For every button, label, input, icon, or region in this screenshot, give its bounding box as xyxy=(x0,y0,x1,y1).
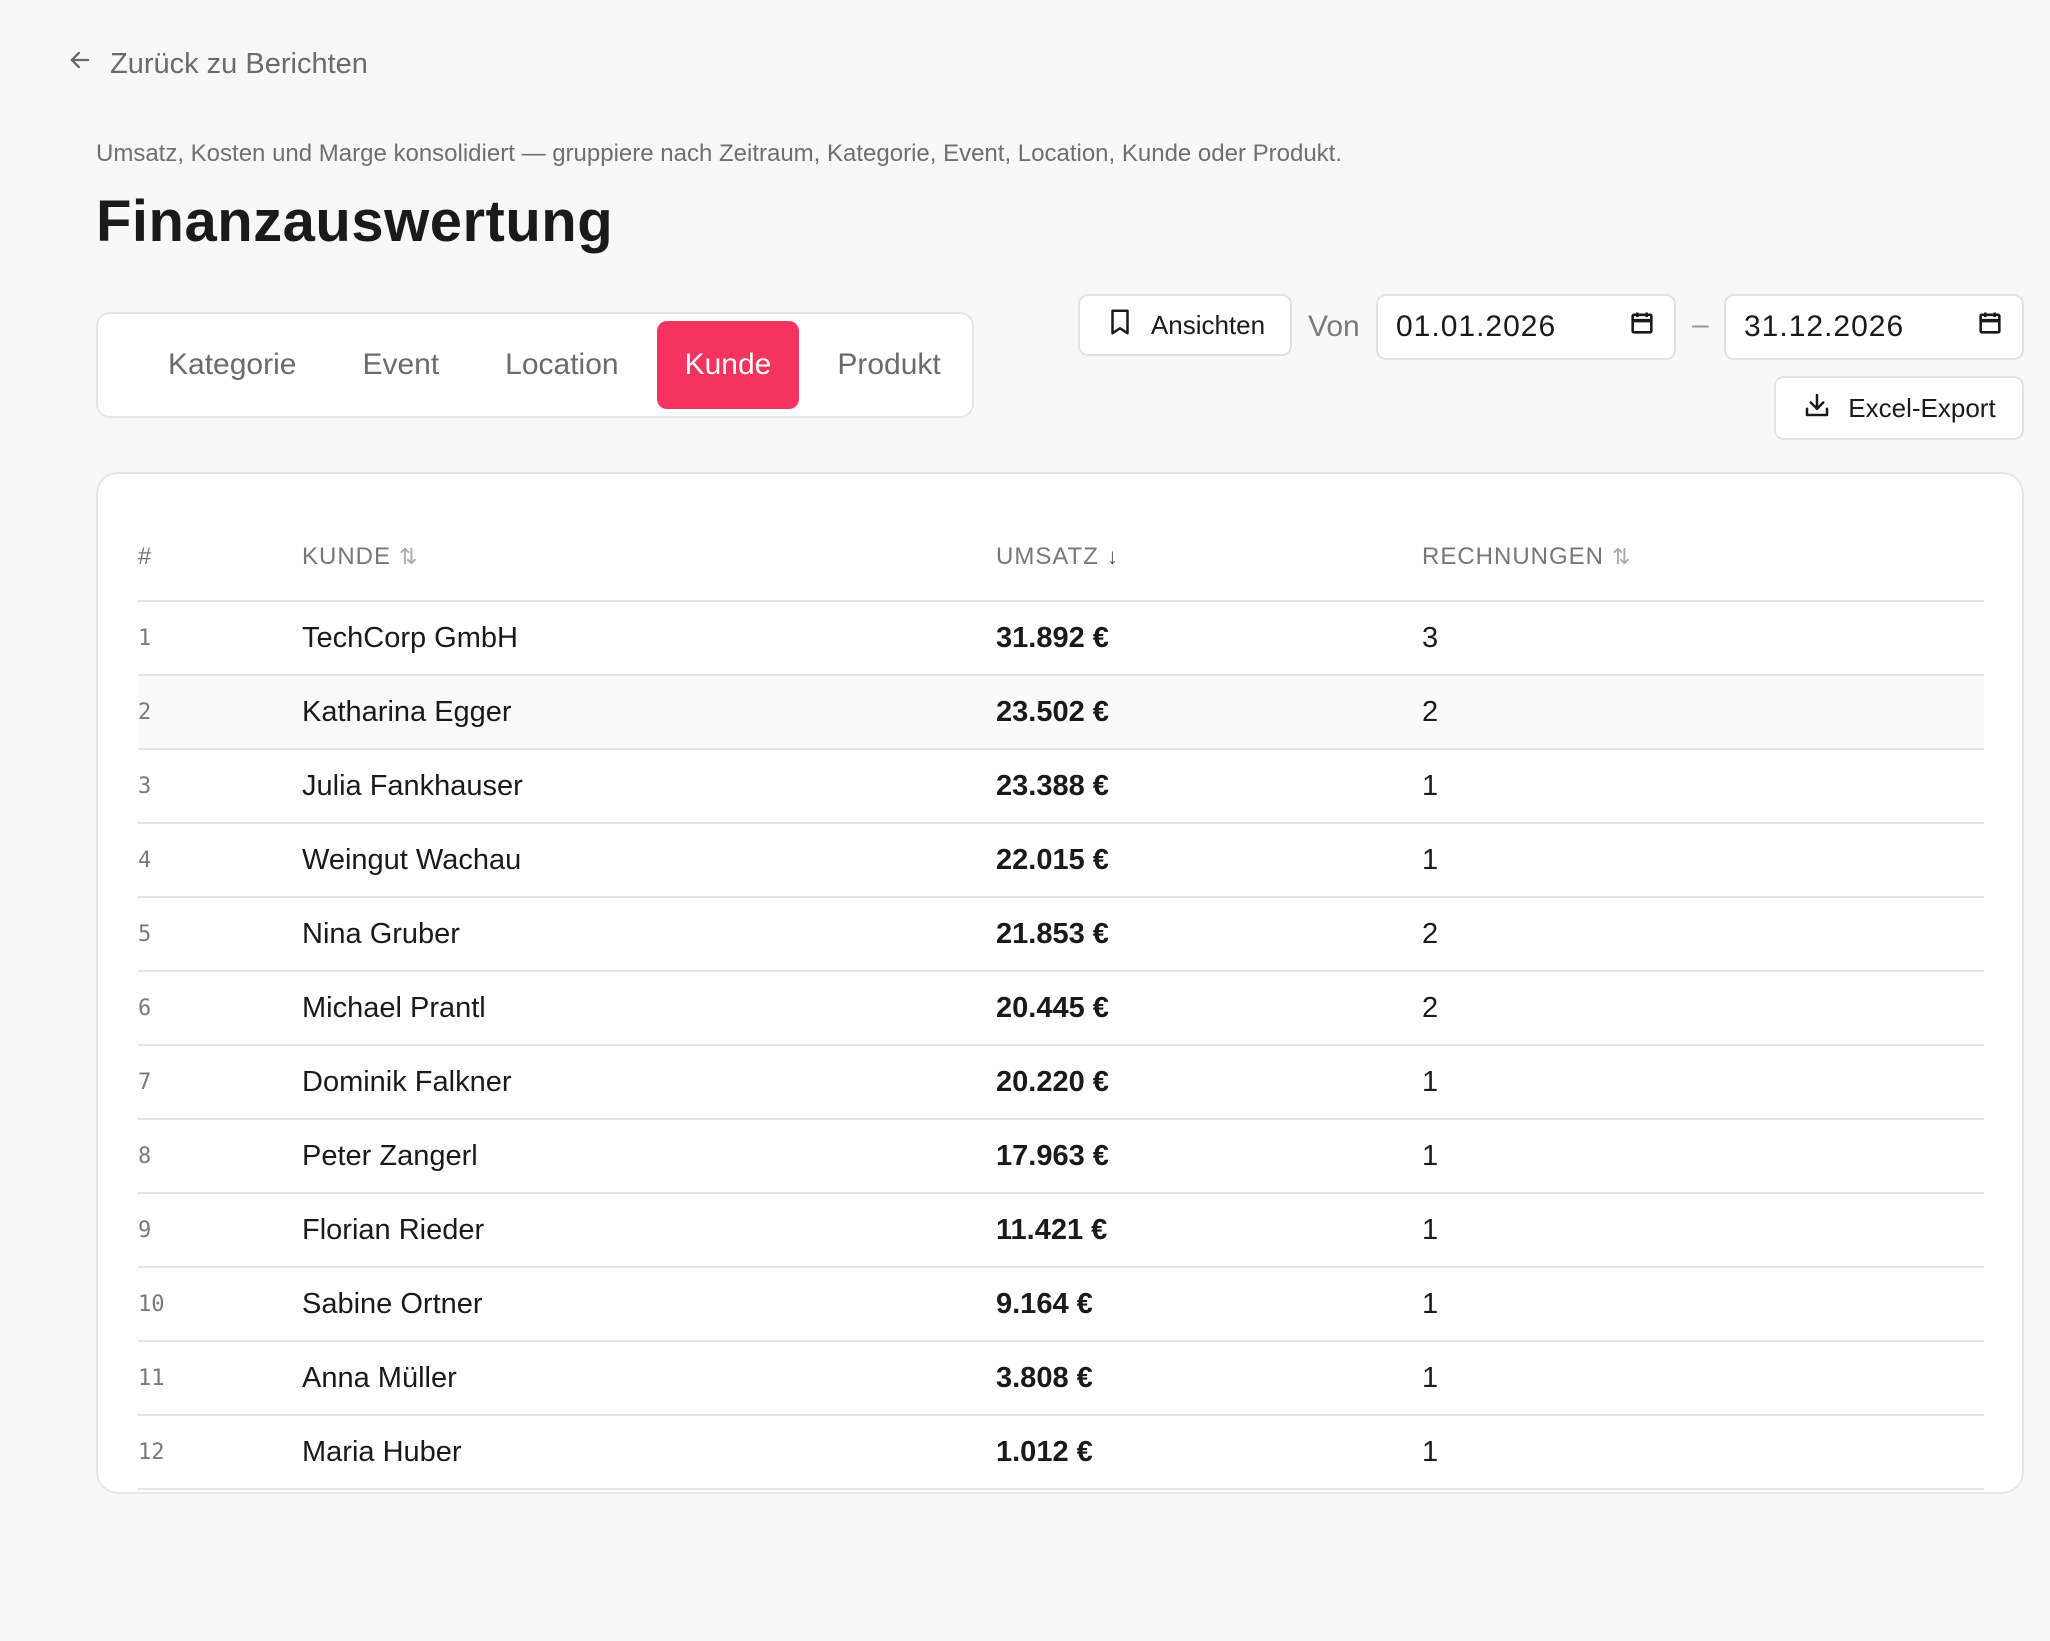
date-range-separator: – xyxy=(1692,308,1709,341)
date-from-input[interactable]: 01.01.2026 xyxy=(1376,294,1676,360)
sort-both-icon: ⇅ xyxy=(1612,544,1632,569)
invoice-count: 3 xyxy=(1422,601,1984,676)
customer-name: TechCorp GmbH xyxy=(302,601,996,676)
page-subtitle: Umsatz, Kosten und Marge konsolidiert — … xyxy=(96,140,1343,167)
tab-event[interactable]: Event xyxy=(362,348,440,381)
tab-kunde[interactable]: Kunde xyxy=(656,321,800,409)
row-number: 2 xyxy=(138,675,302,750)
revenue-value: 20.445 € xyxy=(996,971,1422,1046)
invoice-count: 1 xyxy=(1422,1341,1984,1416)
arrow-left-icon xyxy=(66,46,94,82)
table-row: 1 TechCorp GmbH 31.892 € 3 xyxy=(138,601,1984,676)
tab-produkt[interactable]: Produkt xyxy=(837,348,941,381)
revenue-value: 1.012 € xyxy=(996,1415,1422,1490)
tab-kategorie[interactable]: Kategorie xyxy=(168,348,297,381)
customer-name: Weingut Wachau xyxy=(302,823,996,898)
excel-export-label: Excel-Export xyxy=(1848,392,1996,423)
results-table: # KUNDE ⇅ UMSATZ ↓ RECHNUNGEN ⇅ 1 TechCorp … xyxy=(138,514,1984,1490)
views-button[interactable]: Ansichten xyxy=(1078,294,1292,356)
column-header-umsatz[interactable]: UMSATZ ↓ xyxy=(996,514,1422,602)
revenue-value: 23.502 € xyxy=(996,675,1422,750)
invoice-count: 1 xyxy=(1422,1267,1984,1342)
table-row: 11 Anna Müller 3.808 € 1 xyxy=(138,1341,1984,1416)
invoice-count: 1 xyxy=(1422,1119,1984,1194)
row-number: 10 xyxy=(138,1267,302,1342)
back-link-label: Zurück zu Berichten xyxy=(110,47,368,80)
row-number: 11 xyxy=(138,1341,302,1416)
invoice-count: 1 xyxy=(1422,1415,1984,1490)
revenue-value: 20.220 € xyxy=(996,1045,1422,1120)
table-header-row: # KUNDE ⇅ UMSATZ ↓ RECHNUNGEN ⇅ xyxy=(138,514,1984,602)
revenue-value: 31.892 € xyxy=(996,601,1422,676)
table-row: 6 Michael Prantl 20.445 € 2 xyxy=(138,971,1984,1046)
bookmark-icon xyxy=(1105,307,1135,344)
customer-name: Nina Gruber xyxy=(302,897,996,972)
column-header-kunde[interactable]: KUNDE ⇅ xyxy=(302,514,996,602)
table-row: 3 Julia Fankhauser 23.388 € 1 xyxy=(138,749,1984,824)
invoice-count: 2 xyxy=(1422,971,1984,1046)
invoice-count: 1 xyxy=(1422,1193,1984,1268)
column-header-rechnungen[interactable]: RECHNUNGEN ⇅ xyxy=(1422,514,1984,602)
row-number: 8 xyxy=(138,1119,302,1194)
customer-name: Michael Prantl xyxy=(302,971,996,1046)
invoice-count: 1 xyxy=(1422,823,1984,898)
date-from-value: 01.01.2026 xyxy=(1396,310,1557,343)
row-number: 9 xyxy=(138,1193,302,1268)
table-row: 4 Weingut Wachau 22.015 € 1 xyxy=(138,823,1984,898)
excel-export-button[interactable]: Excel-Export xyxy=(1774,376,2024,440)
customer-name: Anna Müller xyxy=(302,1341,996,1416)
date-to-value: 31.12.2026 xyxy=(1744,310,1905,343)
page-title: Finanzauswertung xyxy=(96,189,614,254)
table-row: 5 Nina Gruber 21.853 € 2 xyxy=(138,897,1984,972)
column-header-rank: # xyxy=(138,514,302,602)
customer-name: Katharina Egger xyxy=(302,675,996,750)
invoice-count: 1 xyxy=(1422,1045,1984,1120)
row-number: 6 xyxy=(138,971,302,1046)
table-row: 7 Dominik Falkner 20.220 € 1 xyxy=(138,1045,1984,1120)
results-table-card: # KUNDE ⇅ UMSATZ ↓ RECHNUNGEN ⇅ 1 TechCorp … xyxy=(96,472,2024,1494)
revenue-value: 9.164 € xyxy=(996,1267,1422,1342)
table-row: 2 Katharina Egger 23.502 € 2 xyxy=(138,675,1984,750)
download-icon xyxy=(1802,390,1832,427)
back-to-reports-link[interactable]: Zurück zu Berichten xyxy=(66,46,368,82)
invoice-count: 2 xyxy=(1422,675,1984,750)
table-row: 9 Florian Rieder 11.421 € 1 xyxy=(138,1193,1984,1268)
revenue-value: 22.015 € xyxy=(996,823,1422,898)
row-number: 12 xyxy=(138,1415,302,1490)
revenue-value: 23.388 € xyxy=(996,749,1422,824)
calendar-icon[interactable] xyxy=(1628,309,1656,345)
customer-name: Sabine Ortner xyxy=(302,1267,996,1342)
customer-name: Peter Zangerl xyxy=(302,1119,996,1194)
table-row: 8 Peter Zangerl 17.963 € 1 xyxy=(138,1119,1984,1194)
customer-name: Maria Huber xyxy=(302,1415,996,1490)
row-number: 5 xyxy=(138,897,302,972)
views-button-label: Ansichten xyxy=(1150,309,1266,340)
invoice-count: 2 xyxy=(1422,897,1984,972)
revenue-value: 11.421 € xyxy=(996,1193,1422,1268)
customer-name: Florian Rieder xyxy=(302,1193,996,1268)
table-row: 12 Maria Huber 1.012 € 1 xyxy=(138,1415,1984,1490)
date-to-input[interactable]: 31.12.2026 xyxy=(1724,294,2024,360)
table-row: 10 Sabine Ortner 9.164 € 1 xyxy=(138,1267,1984,1342)
row-number: 7 xyxy=(138,1045,302,1120)
customer-name: Dominik Falkner xyxy=(302,1045,996,1120)
row-number: 4 xyxy=(138,823,302,898)
tab-location[interactable]: Location xyxy=(505,348,619,381)
sort-desc-icon: ↓ xyxy=(1106,544,1119,569)
invoice-count: 1 xyxy=(1422,749,1984,824)
date-from-label: Von xyxy=(1308,310,1360,343)
row-number: 3 xyxy=(138,749,302,824)
grouping-tabs: Kategorie Event Location Kunde Produkt xyxy=(96,312,974,418)
row-number: 1 xyxy=(138,601,302,676)
calendar-icon[interactable] xyxy=(1976,309,2004,345)
sort-both-icon: ⇅ xyxy=(399,544,419,569)
revenue-value: 3.808 € xyxy=(996,1341,1422,1416)
revenue-value: 17.963 € xyxy=(996,1119,1422,1194)
customer-name: Julia Fankhauser xyxy=(302,749,996,824)
revenue-value: 21.853 € xyxy=(996,897,1422,972)
